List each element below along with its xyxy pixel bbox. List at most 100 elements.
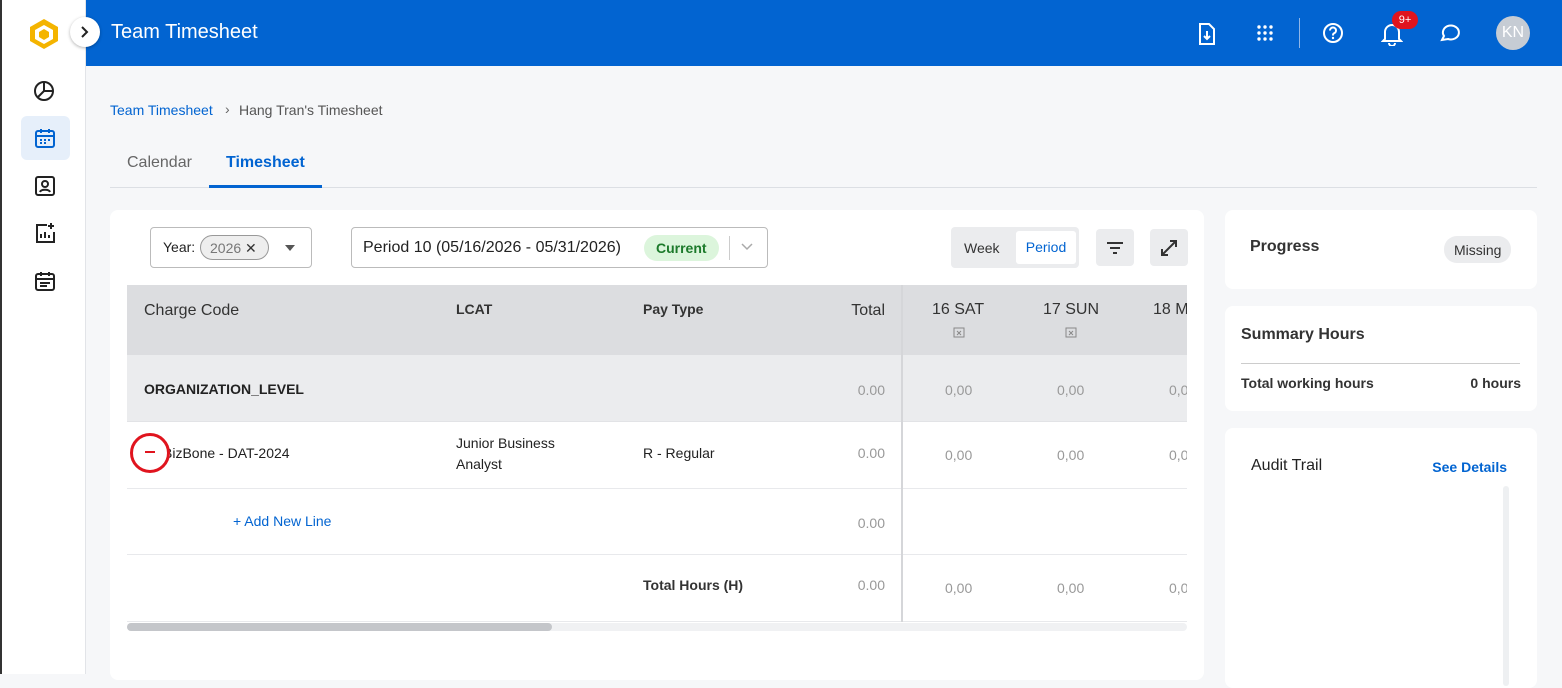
help-icon[interactable] — [1322, 22, 1344, 44]
period-value: Period 10 (05/16/2026 - 05/31/2026) — [363, 239, 621, 256]
decoration — [41, 180, 49, 188]
decoration — [1068, 330, 1074, 336]
org-charge-code: ORGANIZATION_LEVEL — [144, 381, 304, 397]
dashboard-icon[interactable] — [33, 80, 55, 102]
filter-button[interactable] — [1096, 229, 1134, 266]
top-bar: Team Timesheet 9+ KN — [70, 0, 1562, 66]
table-header — [127, 285, 1187, 355]
scrollbar-thumb[interactable] — [127, 623, 552, 631]
column-header: Charge Code — [144, 302, 240, 319]
decoration — [1269, 25, 1273, 29]
divider — [1241, 363, 1520, 364]
dropdown-arrow — [285, 245, 295, 251]
tab-divider — [110, 187, 1537, 188]
lcat: Junior Business Analyst — [456, 435, 555, 472]
summary-value: 0 hours — [1470, 375, 1521, 391]
collapse-button[interactable] — [70, 17, 100, 47]
org-row — [127, 355, 1187, 422]
divider — [1299, 18, 1300, 48]
day-hours: 0,00 — [945, 447, 973, 463]
decoration — [1388, 42, 1396, 46]
day-header: 18 M — [1153, 301, 1187, 318]
column-header: LCAT — [456, 301, 493, 317]
view-toggle: Week Period — [951, 227, 1079, 268]
day-header: 16 SAT — [932, 301, 985, 318]
summary-card: Summary Hours Total working hours 0 hour… — [1225, 306, 1537, 411]
decoration — [1257, 25, 1261, 29]
notification-badge: 9+ — [1392, 11, 1418, 29]
column-header: Pay Type — [643, 301, 704, 317]
tab[interactable]: Calendar — [127, 154, 192, 171]
decoration — [1440, 24, 1460, 42]
breadcrumb-separator: › — [225, 101, 230, 117]
grand-total: 0.00 — [857, 577, 885, 593]
export-icon[interactable] — [1197, 22, 1217, 46]
audit-link[interactable]: See Details — [1432, 459, 1507, 475]
decoration — [1161, 240, 1177, 256]
decoration — [35, 130, 55, 148]
year-chip[interactable]: 2026 ✕ — [200, 235, 269, 260]
breadcrumb-current: Hang Tran's Timesheet — [239, 102, 383, 118]
decoration — [81, 26, 89, 38]
add-row — [127, 489, 1187, 555]
day-hours: 0,00 — [1057, 447, 1085, 463]
avatar[interactable]: KN — [1496, 16, 1530, 50]
decoration — [1199, 23, 1215, 45]
reports-icon[interactable] — [34, 222, 56, 244]
decoration — [1263, 31, 1267, 35]
tab-active[interactable]: Timesheet — [226, 154, 305, 171]
schedule-icon[interactable] — [34, 270, 56, 292]
decoration — [37, 82, 53, 98]
audit-card: Audit Trail See Details — [1225, 428, 1537, 688]
day-icon — [953, 327, 965, 338]
decoration — [39, 29, 49, 40]
summary-title: Summary Hours — [1241, 326, 1365, 343]
sidebar — [0, 0, 86, 674]
breadcrumb-link[interactable]: Team Timesheet — [110, 102, 213, 118]
decoration — [1107, 242, 1123, 254]
decoration — [741, 243, 753, 251]
add-line-button[interactable]: + Add New Line — [233, 513, 332, 529]
apps-icon[interactable] — [1256, 24, 1274, 42]
audit-title: Audit Trail — [1251, 457, 1323, 474]
totals-row — [127, 555, 1187, 622]
freeze-divider — [901, 285, 903, 622]
decoration — [1257, 25, 1273, 41]
decoration — [1107, 242, 1123, 254]
active-nav[interactable] — [21, 116, 70, 160]
row-total: 0.00 — [857, 515, 885, 531]
column-header: Total — [851, 302, 885, 319]
view-option-active[interactable]: Period — [1016, 231, 1076, 264]
day-icon — [1065, 327, 1077, 338]
decoration — [40, 223, 54, 238]
summary-label: Total working hours — [1241, 375, 1374, 391]
decoration — [145, 451, 155, 453]
progress-status: Missing — [1444, 236, 1512, 263]
year-select[interactable]: Year: 2026 ✕ — [150, 227, 312, 268]
chat-icon[interactable] — [1438, 22, 1462, 44]
decoration — [40, 139, 50, 144]
row-total: 0.00 — [857, 382, 885, 398]
progress-title: Progress — [1250, 238, 1320, 255]
period-select[interactable]: Period 10 (05/16/2026 - 05/31/2026) Curr… — [351, 227, 768, 268]
day-hours: 0,00 — [945, 382, 973, 398]
decoration — [36, 129, 54, 137]
day-header: 17 SUN — [1043, 301, 1100, 318]
timesheet-icon[interactable] — [34, 127, 56, 149]
decoration — [285, 245, 295, 251]
day-hours: 0,0 — [1169, 382, 1187, 398]
profile-icon[interactable] — [34, 175, 56, 197]
view-option[interactable]: Week — [964, 240, 1000, 256]
decoration — [1263, 25, 1267, 29]
expand-button[interactable] — [1150, 229, 1188, 266]
divider — [729, 236, 730, 260]
period-status: Current — [644, 235, 719, 261]
pay-type: R - Regular — [643, 445, 715, 461]
logo[interactable] — [28, 17, 60, 51]
add-line-label[interactable]: Add New Line — [244, 513, 332, 529]
remove-line-button[interactable] — [130, 433, 170, 473]
charge-code: BizBone - DAT-2024 — [163, 445, 290, 461]
day-hours: 0,0 — [1169, 447, 1187, 463]
decoration — [35, 176, 55, 196]
